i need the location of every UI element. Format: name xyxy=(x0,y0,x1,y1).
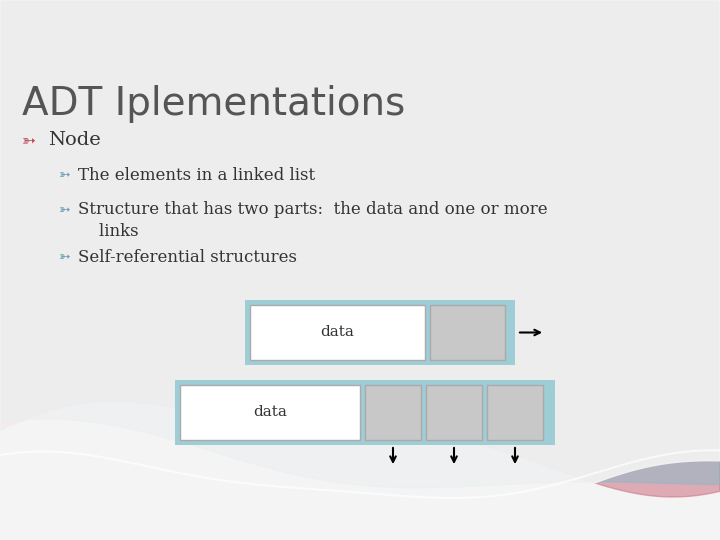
Text: ➳: ➳ xyxy=(58,203,70,217)
Text: links: links xyxy=(78,224,139,240)
Bar xyxy=(487,385,543,440)
Bar xyxy=(250,305,425,360)
Text: ➳: ➳ xyxy=(22,131,36,149)
Text: Self-referential structures: Self-referential structures xyxy=(78,248,297,266)
Text: data: data xyxy=(253,406,287,420)
Bar xyxy=(365,385,421,440)
Bar xyxy=(180,385,360,440)
Text: ➳: ➳ xyxy=(58,168,70,182)
Text: data: data xyxy=(320,326,354,340)
Bar xyxy=(175,380,555,445)
Bar xyxy=(426,385,482,440)
Bar xyxy=(245,300,515,365)
Text: Structure that has two parts:  the data and one or more: Structure that has two parts: the data a… xyxy=(78,201,548,219)
Text: ADT Iplementations: ADT Iplementations xyxy=(22,85,405,123)
Text: The elements in a linked list: The elements in a linked list xyxy=(78,166,315,184)
Bar xyxy=(430,305,505,360)
Text: Node: Node xyxy=(48,131,101,149)
Text: ➳: ➳ xyxy=(58,250,70,264)
